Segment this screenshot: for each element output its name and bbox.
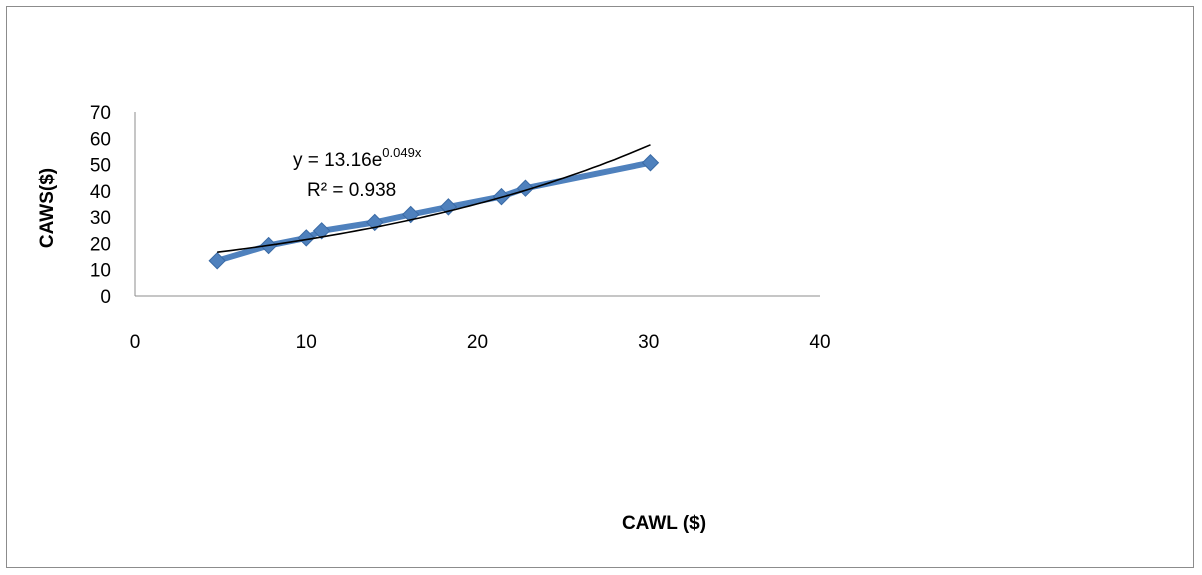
chart-axes (134, 112, 820, 297)
data-point-marker (641, 154, 660, 172)
x-tick-label: 20 (467, 332, 488, 353)
r-squared-label: R² = 0.938 (307, 180, 396, 201)
y-axis-title: CAWS($) (37, 168, 58, 248)
y-tick-label: 70 (90, 103, 111, 124)
trendline-layer (217, 144, 651, 253)
data-point-marker (297, 229, 315, 247)
data-point-marker (312, 222, 331, 240)
trendline-curve (217, 144, 651, 253)
equation-prefix: y = 13.16e (293, 150, 382, 171)
y-tick-label: 0 (100, 287, 111, 308)
y-tick-label: 10 (90, 261, 111, 282)
x-tick-label: 0 (130, 332, 141, 353)
trendline-equation: y = 13.16e0.049x (293, 145, 422, 171)
series-line (214, 159, 654, 264)
x-tick-label: 40 (809, 332, 830, 353)
y-tick-label: 30 (90, 208, 111, 229)
y-tick-label: 40 (90, 182, 111, 203)
series-layer (208, 154, 660, 270)
x-axis-title: CAWL ($) (622, 513, 706, 534)
y-tick-labels: 0 10 20 30 40 50 60 70 (90, 103, 111, 308)
y-tick-label: 20 (90, 234, 111, 255)
x-tick-label: 10 (296, 332, 317, 353)
y-tick-label: 50 (90, 156, 111, 177)
x-tick-labels: 0 10 20 30 40 (130, 332, 831, 353)
y-tick-label: 60 (90, 129, 111, 150)
data-point-marker (208, 252, 226, 270)
equation-exponent: 0.049x (382, 145, 422, 160)
x-tick-label: 30 (638, 332, 659, 353)
chart-frame (6, 6, 1194, 568)
